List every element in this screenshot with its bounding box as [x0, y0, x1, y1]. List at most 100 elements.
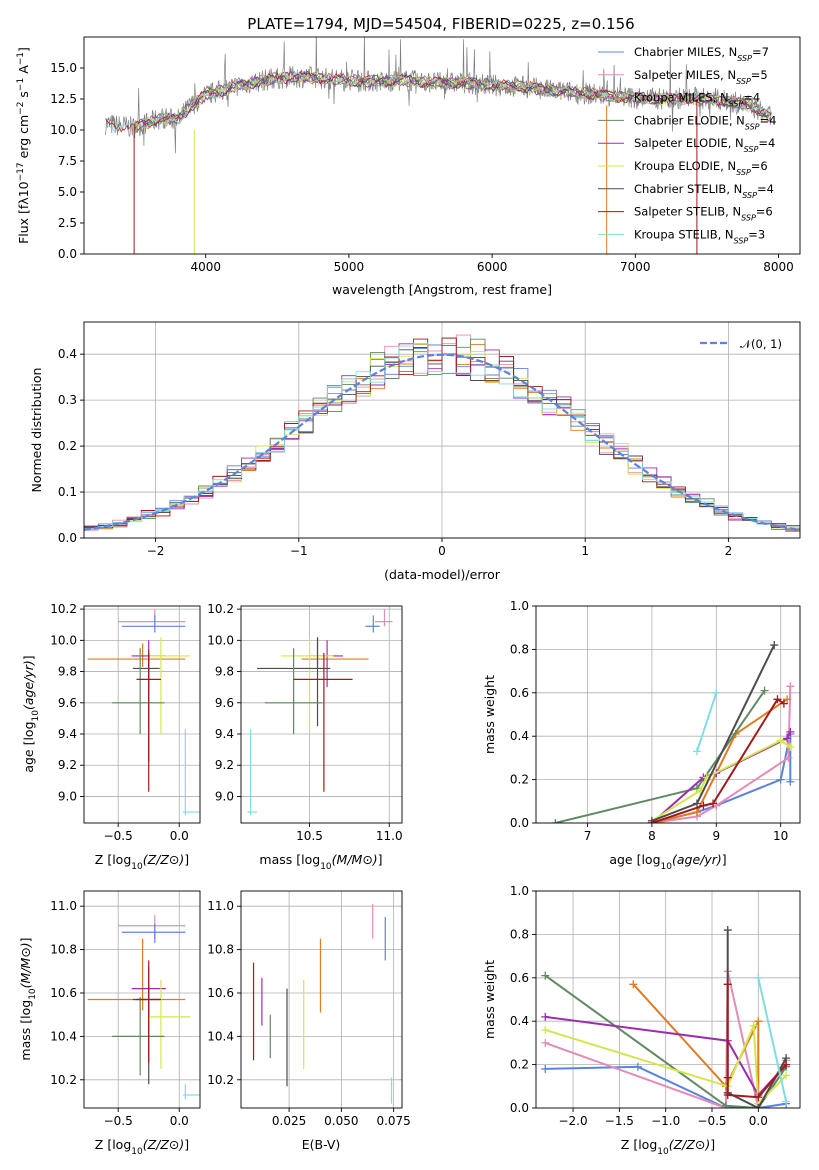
- y-tick-label: 9.6: [58, 696, 77, 710]
- spectrum-panel: 4000 5000 6000 7000 8000 0.0 2.5 5.0 7.5 10.0 12.5…: [16, 36, 801, 297]
- x-tick-label: −1: [290, 544, 308, 558]
- model-spectrum-line: [105, 71, 772, 133]
- y-tick-label: 9.8: [215, 665, 234, 679]
- x-tick-label: 6000: [477, 260, 508, 274]
- legend-label: Kroupa ELODIE, NSSP=6: [634, 159, 768, 177]
- x-tick-label: 8: [648, 829, 656, 843]
- y-tick-label: 10.0: [50, 123, 77, 137]
- y-tick-label: 10.0: [50, 633, 77, 647]
- weight-marker: [721, 1101, 730, 1108]
- x-tick-label: −0.5: [104, 1114, 133, 1128]
- error-point: [293, 652, 353, 792]
- model-spectrum-line: [105, 70, 772, 133]
- weight-marker: [784, 753, 793, 762]
- weight-marker: [541, 971, 550, 980]
- x-axis-label: mass [log10(M/M⊙)]: [259, 852, 382, 872]
- y-tick-label: 10.6: [207, 986, 234, 1000]
- y-tick-label: 12.5: [50, 92, 77, 106]
- y-tick-label: 10.2: [50, 602, 77, 616]
- mass-weight-age-panel: 7 8 9 10 0.0 0.2 0.4 0.6 0.8 1.0 mass weight age [l…: [482, 599, 801, 872]
- weight-marker: [541, 1012, 550, 1021]
- weight-line: [544, 974, 787, 1108]
- weight-line: [757, 977, 788, 1102]
- x-tick-label: 4000: [190, 260, 221, 274]
- axis-frame: [83, 321, 801, 539]
- legend-label: 𝒩(0, 1): [740, 337, 782, 351]
- weight-marker: [709, 799, 718, 808]
- weight-line: [555, 690, 766, 823]
- y-tick-label: 9.2: [215, 758, 234, 772]
- weight-marker: [782, 1071, 791, 1080]
- x-tick-label: 2: [725, 544, 733, 558]
- plot-area: [87, 609, 200, 816]
- spectrum-legend: Chabrier MILES, NSSP=7 Salpeter MILES, NS…: [598, 45, 776, 245]
- x-tick-label: −0.5: [697, 1114, 726, 1128]
- error-point: [307, 640, 344, 688]
- y-tick-label: 10.2: [50, 1073, 77, 1087]
- y-tick-label: 0.6: [510, 971, 529, 985]
- weight-marker: [760, 686, 769, 695]
- error-point: [182, 729, 200, 816]
- weight-marker: [541, 1038, 550, 1047]
- y-axis-label: mass weight: [482, 960, 497, 1039]
- x-tick-label: 11.0: [376, 829, 403, 843]
- x-tick-label: 9: [712, 829, 720, 843]
- error-point: [264, 648, 323, 735]
- y-tick-label: 15.0: [50, 61, 77, 75]
- y-tick-label: 11.0: [207, 899, 234, 913]
- y-axis-label: Flux [fλ10−17 erg cm−2 s−1 A−1]: [16, 47, 31, 244]
- weight-line: [545, 1065, 787, 1108]
- plot-area: [551, 641, 795, 823]
- error-point: [247, 729, 257, 816]
- weight-marker: [779, 699, 788, 708]
- y-tick-label: 10.2: [207, 1073, 234, 1087]
- error-point: [136, 960, 161, 1063]
- x-axis-label: age [log10(age/yr)]: [609, 852, 726, 872]
- y-tick-label: 10.4: [207, 1029, 234, 1043]
- weight-marker: [692, 799, 701, 808]
- y-tick-label: 0.8: [510, 642, 529, 656]
- histogram-step: [84, 343, 800, 530]
- weight-marker: [754, 1104, 763, 1108]
- y-tick-label: 0.2: [510, 1058, 529, 1072]
- age-vs-z-panel: −0.5 0.0 9.0 9.2 9.4 9.6 9.8 10.0 10.2 Z [log10(Z…: [21, 602, 201, 872]
- weight-marker: [692, 747, 701, 756]
- error-point: [121, 615, 186, 633]
- y-axis-label: Normed distribution: [29, 368, 44, 493]
- weight-marker: [770, 641, 779, 650]
- x-tick-label: −0.5: [104, 829, 133, 843]
- x-tick-label: −1.0: [651, 1114, 680, 1128]
- legend-label: Kroupa STELIB, NSSP=3: [634, 227, 765, 245]
- x-tick-label: 10.5: [296, 829, 323, 843]
- error-point: [87, 643, 186, 667]
- y-tick-label: 0.8: [510, 927, 529, 941]
- y-tick-label: 7.5: [58, 154, 77, 168]
- error-point: [112, 648, 165, 735]
- y-tick-label: 0.6: [510, 686, 529, 700]
- legend-label: Kroupa MILES, NSSP=4: [634, 91, 760, 109]
- y-tick-label: 10.8: [50, 943, 77, 957]
- x-tick-label: 0.050: [324, 1114, 358, 1128]
- y-tick-label: 0.3: [58, 393, 77, 407]
- plot-area: [105, 37, 772, 254]
- error-point: [182, 1084, 200, 1100]
- model-spectrum-line: [133, 70, 772, 129]
- weight-marker: [629, 980, 638, 989]
- weight-marker: [723, 926, 732, 935]
- x-tick-label: 0: [438, 544, 446, 558]
- error-point: [118, 914, 186, 939]
- legend-label: Salpeter MILES, NSSP=5: [634, 68, 768, 86]
- x-tick-label: 0.0: [170, 1114, 189, 1128]
- y-tick-label: 9.4: [58, 727, 77, 741]
- y-tick-label: 2.5: [58, 216, 77, 230]
- weight-marker: [776, 736, 785, 745]
- normal-curve: [84, 353, 800, 531]
- weight-marker: [786, 682, 795, 691]
- error-point: [149, 637, 191, 735]
- x-tick-label: 7: [584, 829, 592, 843]
- x-tick-label: 0.025: [272, 1114, 306, 1128]
- y-tick-label: 9.8: [58, 665, 77, 679]
- weight-marker: [723, 1073, 732, 1082]
- y-tick-label: 5.0: [58, 185, 77, 199]
- weight-marker: [783, 695, 792, 704]
